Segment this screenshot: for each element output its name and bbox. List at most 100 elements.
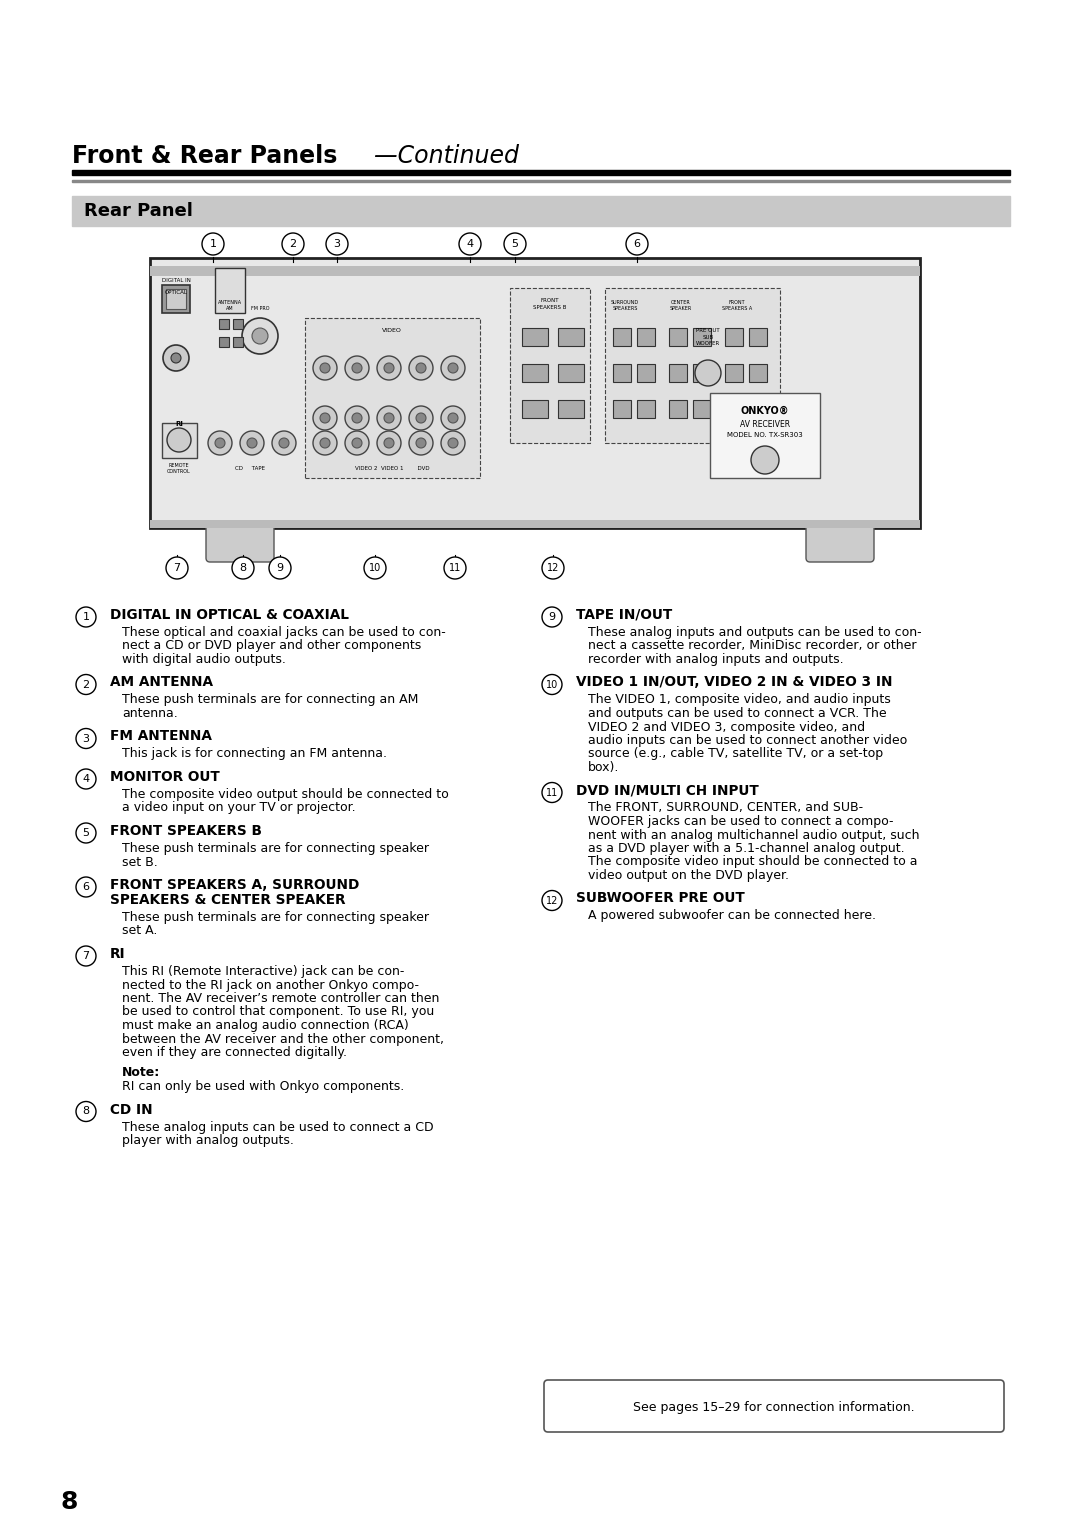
Circle shape xyxy=(352,413,362,423)
Text: source (e.g., cable TV, satellite TV, or a set-top: source (e.g., cable TV, satellite TV, or… xyxy=(588,747,883,761)
Text: TAPE IN/OUT: TAPE IN/OUT xyxy=(576,608,672,622)
Text: This jack is for connecting an FM antenna.: This jack is for connecting an FM antenn… xyxy=(122,747,387,761)
Bar xyxy=(669,400,687,419)
Text: player with analog outputs.: player with analog outputs. xyxy=(122,1134,294,1148)
Text: The FRONT, SURROUND, CENTER, and SUB-: The FRONT, SURROUND, CENTER, and SUB- xyxy=(588,802,863,814)
Circle shape xyxy=(76,946,96,966)
Text: FM PRO: FM PRO xyxy=(251,306,269,312)
Bar xyxy=(669,364,687,382)
Bar xyxy=(162,286,190,313)
Text: 7: 7 xyxy=(82,950,90,961)
Bar xyxy=(215,267,245,313)
Text: These optical and coaxial jacks can be used to con-: These optical and coaxial jacks can be u… xyxy=(122,626,446,639)
Text: These analog inputs can be used to connect a CD: These analog inputs can be used to conne… xyxy=(122,1120,434,1134)
Text: 12: 12 xyxy=(545,895,558,906)
Text: These push terminals are for connecting speaker: These push terminals are for connecting … xyxy=(122,911,429,924)
Circle shape xyxy=(409,431,433,455)
Bar xyxy=(233,319,243,329)
Bar xyxy=(637,400,654,419)
Text: 6: 6 xyxy=(82,882,90,892)
Circle shape xyxy=(76,607,96,626)
Bar xyxy=(669,329,687,345)
Text: RI: RI xyxy=(175,422,183,426)
Circle shape xyxy=(377,406,401,429)
Text: 1: 1 xyxy=(210,238,216,249)
Circle shape xyxy=(542,558,564,579)
Text: 6: 6 xyxy=(634,238,640,249)
Text: SPEAKER: SPEAKER xyxy=(670,306,692,312)
Text: antenna.: antenna. xyxy=(122,707,178,720)
Text: be used to control that component. To use RI, you: be used to control that component. To us… xyxy=(122,1005,434,1019)
Circle shape xyxy=(269,558,291,579)
Text: nent with an analog multichannel audio output, such: nent with an analog multichannel audio o… xyxy=(588,828,919,842)
Text: 9: 9 xyxy=(549,613,555,622)
Text: nect a cassette recorder, MiniDisc recorder, or other: nect a cassette recorder, MiniDisc recor… xyxy=(588,640,917,652)
Text: —Continued: —Continued xyxy=(374,144,519,168)
Circle shape xyxy=(171,353,181,364)
Text: 10: 10 xyxy=(369,562,381,573)
Text: VIDEO 2 and VIDEO 3, composite video, and: VIDEO 2 and VIDEO 3, composite video, an… xyxy=(588,721,865,733)
Circle shape xyxy=(384,364,394,373)
Text: nent. The AV receiver’s remote controller can then: nent. The AV receiver’s remote controlle… xyxy=(122,992,440,1005)
Circle shape xyxy=(240,431,264,455)
Circle shape xyxy=(448,413,458,423)
Bar xyxy=(72,170,1010,176)
Circle shape xyxy=(364,558,386,579)
Circle shape xyxy=(76,877,96,897)
Text: 8: 8 xyxy=(82,1106,90,1117)
Text: Note:: Note: xyxy=(122,1067,160,1079)
Text: 11: 11 xyxy=(545,787,558,798)
Text: set B.: set B. xyxy=(122,856,158,868)
Bar xyxy=(750,329,767,345)
Text: 11: 11 xyxy=(449,562,461,573)
Text: The VIDEO 1, composite video, and audio inputs: The VIDEO 1, composite video, and audio … xyxy=(588,694,891,706)
Circle shape xyxy=(441,431,465,455)
Text: DIGITAL IN OPTICAL & COAXIAL: DIGITAL IN OPTICAL & COAXIAL xyxy=(110,608,349,622)
Circle shape xyxy=(409,356,433,380)
Text: REMOTE
CONTROL: REMOTE CONTROL xyxy=(167,463,191,474)
Circle shape xyxy=(504,232,526,255)
Text: FRONT SPEAKERS A, SURROUND: FRONT SPEAKERS A, SURROUND xyxy=(110,879,360,892)
Circle shape xyxy=(416,439,426,448)
Text: VIDEO: VIDEO xyxy=(382,329,402,333)
Bar xyxy=(613,364,631,382)
Text: 2: 2 xyxy=(289,238,297,249)
Text: nected to the RI jack on another Onkyo compo-: nected to the RI jack on another Onkyo c… xyxy=(122,978,419,992)
Text: SUB
WOOFER: SUB WOOFER xyxy=(696,335,720,345)
Circle shape xyxy=(167,428,191,452)
Bar xyxy=(613,400,631,419)
Text: recorder with analog inputs and outputs.: recorder with analog inputs and outputs. xyxy=(588,652,843,666)
Circle shape xyxy=(313,406,337,429)
FancyBboxPatch shape xyxy=(806,524,874,562)
Text: 8: 8 xyxy=(240,562,246,573)
Text: MODEL NO. TX-SR303: MODEL NO. TX-SR303 xyxy=(727,432,802,439)
Bar xyxy=(693,329,711,345)
Circle shape xyxy=(247,439,257,448)
Circle shape xyxy=(384,413,394,423)
Circle shape xyxy=(202,232,224,255)
Text: SURROUND: SURROUND xyxy=(611,299,639,306)
Circle shape xyxy=(282,232,303,255)
Text: The composite video output should be connected to: The composite video output should be con… xyxy=(122,788,449,801)
Text: box).: box). xyxy=(588,761,619,775)
Text: CD     TAPE: CD TAPE xyxy=(235,466,265,471)
Text: CENTER: CENTER xyxy=(671,299,691,306)
Circle shape xyxy=(352,439,362,448)
Text: AV RECEIVER: AV RECEIVER xyxy=(740,420,791,429)
Bar xyxy=(150,266,920,277)
Circle shape xyxy=(384,439,394,448)
Text: ONKYO®: ONKYO® xyxy=(741,406,789,416)
Text: must make an analog audio connection (RCA): must make an analog audio connection (RC… xyxy=(122,1019,408,1031)
Text: PRE OUT: PRE OUT xyxy=(697,329,719,333)
Text: and outputs can be used to connect a VCR. The: and outputs can be used to connect a VCR… xyxy=(588,707,887,720)
Circle shape xyxy=(441,356,465,380)
Circle shape xyxy=(542,782,562,802)
Circle shape xyxy=(416,413,426,423)
Text: 3: 3 xyxy=(334,238,340,249)
Circle shape xyxy=(444,558,465,579)
Circle shape xyxy=(76,824,96,843)
Text: ANTENNA: ANTENNA xyxy=(218,299,242,306)
Circle shape xyxy=(313,356,337,380)
Bar xyxy=(233,338,243,347)
Circle shape xyxy=(76,1102,96,1122)
